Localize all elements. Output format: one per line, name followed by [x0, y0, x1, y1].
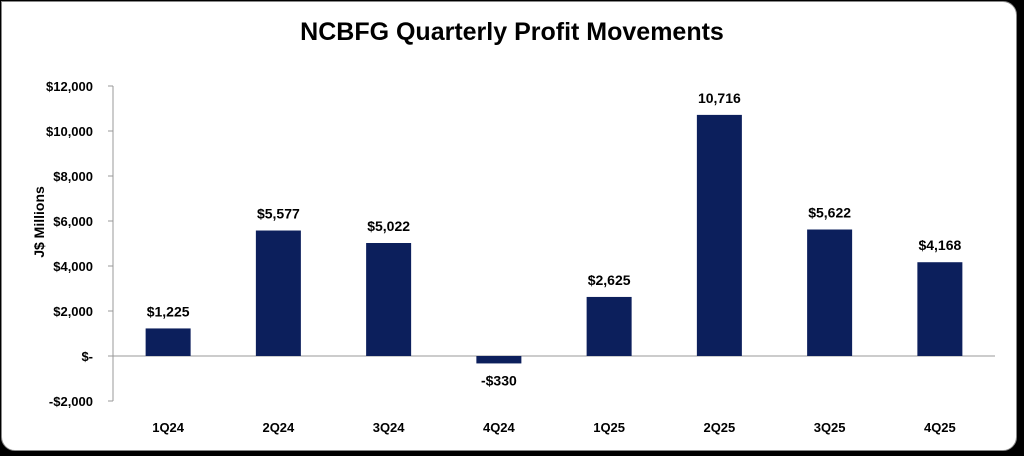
data-label: $1,225: [147, 303, 190, 319]
y-tick-label: $8,000: [53, 169, 93, 184]
data-label: $5,577: [257, 206, 300, 222]
x-tick-label: 2Q24: [262, 420, 295, 435]
y-tick-label: $12,000: [46, 79, 93, 94]
y-tick-label: $6,000: [53, 214, 93, 229]
data-label: $5,622: [808, 205, 851, 221]
y-tick-label: $2,000: [53, 304, 93, 319]
chart-title: NCBFG Quarterly Profit Movements: [300, 18, 724, 46]
x-tick-label: 2Q25: [703, 420, 735, 435]
bar-2Q24: [255, 230, 301, 356]
data-label: $2,625: [588, 272, 631, 288]
bar-1Q25: [586, 296, 632, 356]
y-tick-label: $-: [81, 349, 93, 364]
x-tick-label: 4Q24: [483, 420, 516, 435]
y-tick-label: -$2,000: [49, 394, 93, 409]
bar-1Q24: [145, 328, 191, 356]
x-tick-label: 3Q24: [373, 420, 406, 435]
x-tick-label: 1Q24: [152, 420, 185, 435]
bar-2Q25: [696, 114, 742, 356]
x-tick-label: 1Q25: [593, 420, 625, 435]
data-label: $4,168: [918, 237, 961, 253]
chart-card: [1, 1, 1017, 451]
y-tick-label: $10,000: [46, 124, 93, 139]
data-label: 10,716: [698, 90, 741, 106]
data-label: -$330: [481, 372, 517, 388]
x-tick-label: 3Q25: [814, 420, 846, 435]
bar-4Q25: [917, 262, 963, 356]
y-axis-label: J$ Millions: [31, 186, 47, 258]
bar-3Q25: [807, 229, 853, 356]
y-tick-label: $4,000: [53, 259, 93, 274]
x-tick-label: 4Q25: [924, 420, 956, 435]
data-label: $5,022: [367, 218, 410, 234]
bar-3Q24: [366, 243, 412, 356]
bar-4Q24: [476, 356, 522, 364]
